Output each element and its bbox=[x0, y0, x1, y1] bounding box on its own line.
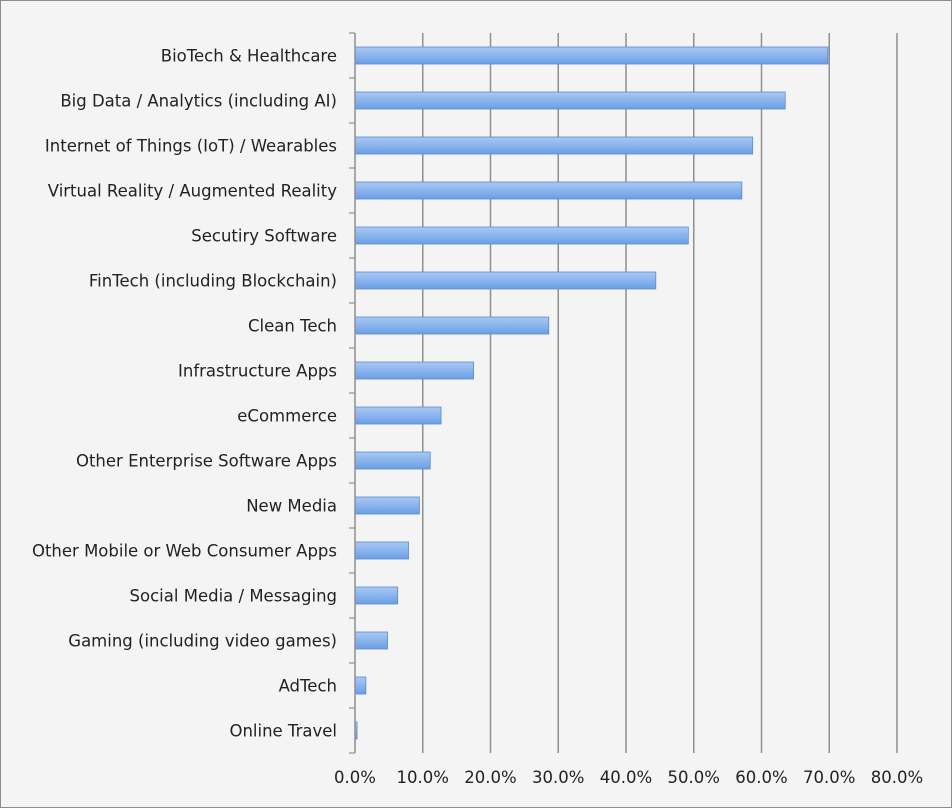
category-label: Clean Tech bbox=[248, 317, 337, 336]
bar bbox=[354, 316, 550, 335]
category-labels: BioTech & Healthcare Big Data / Analytics… bbox=[32, 47, 337, 741]
category-label: Online Travel bbox=[229, 722, 337, 741]
category-label: AdTech bbox=[279, 677, 337, 696]
bar bbox=[354, 451, 431, 470]
category-label: Other Mobile or Web Consumer Apps bbox=[32, 542, 337, 561]
bar bbox=[354, 91, 786, 110]
x-tick-label: 20.0% bbox=[464, 768, 516, 787]
x-tick-label: 70.0% bbox=[803, 768, 855, 787]
bar bbox=[354, 496, 420, 515]
bar bbox=[354, 361, 474, 380]
category-label: Internet of Things (IoT) / Wearables bbox=[45, 137, 337, 156]
category-label: Gaming (including video games) bbox=[68, 632, 337, 651]
x-tick-label: 0.0% bbox=[334, 768, 376, 787]
category-label: New Media bbox=[246, 497, 337, 516]
category-label: Social Media / Messaging bbox=[130, 587, 337, 606]
bars bbox=[354, 46, 829, 740]
category-label: Other Enterprise Software Apps bbox=[76, 452, 337, 471]
bar bbox=[354, 676, 367, 695]
bar bbox=[354, 586, 399, 605]
category-label: Big Data / Analytics (including AI) bbox=[60, 92, 337, 111]
bar bbox=[354, 181, 743, 200]
category-label: BioTech & Healthcare bbox=[161, 47, 337, 66]
x-tick-label: 10.0% bbox=[397, 768, 449, 787]
category-label: Secutiry Software bbox=[191, 227, 337, 246]
bar bbox=[354, 136, 754, 155]
bar bbox=[354, 46, 829, 65]
category-label: FinTech (including Blockchain) bbox=[89, 272, 337, 291]
x-axis-tick-labels: 0.0% 10.0% 20.0% 30.0% 40.0% 50.0% 60.0% 70.0% 8… bbox=[334, 768, 923, 787]
category-label: Infrastructure Apps bbox=[178, 362, 337, 381]
category-label: eCommerce bbox=[237, 407, 337, 426]
bar bbox=[354, 271, 657, 290]
bar bbox=[354, 541, 409, 560]
x-tick-label: 40.0% bbox=[600, 768, 652, 787]
bar bbox=[354, 406, 442, 425]
x-tick-label: 30.0% bbox=[532, 768, 584, 787]
x-tick-label: 60.0% bbox=[735, 768, 787, 787]
x-tick-label: 80.0% bbox=[871, 768, 923, 787]
bar bbox=[354, 226, 689, 245]
x-tick-label: 50.0% bbox=[668, 768, 720, 787]
category-label: Virtual Reality / Augmented Reality bbox=[48, 182, 337, 201]
bar bbox=[354, 631, 388, 650]
